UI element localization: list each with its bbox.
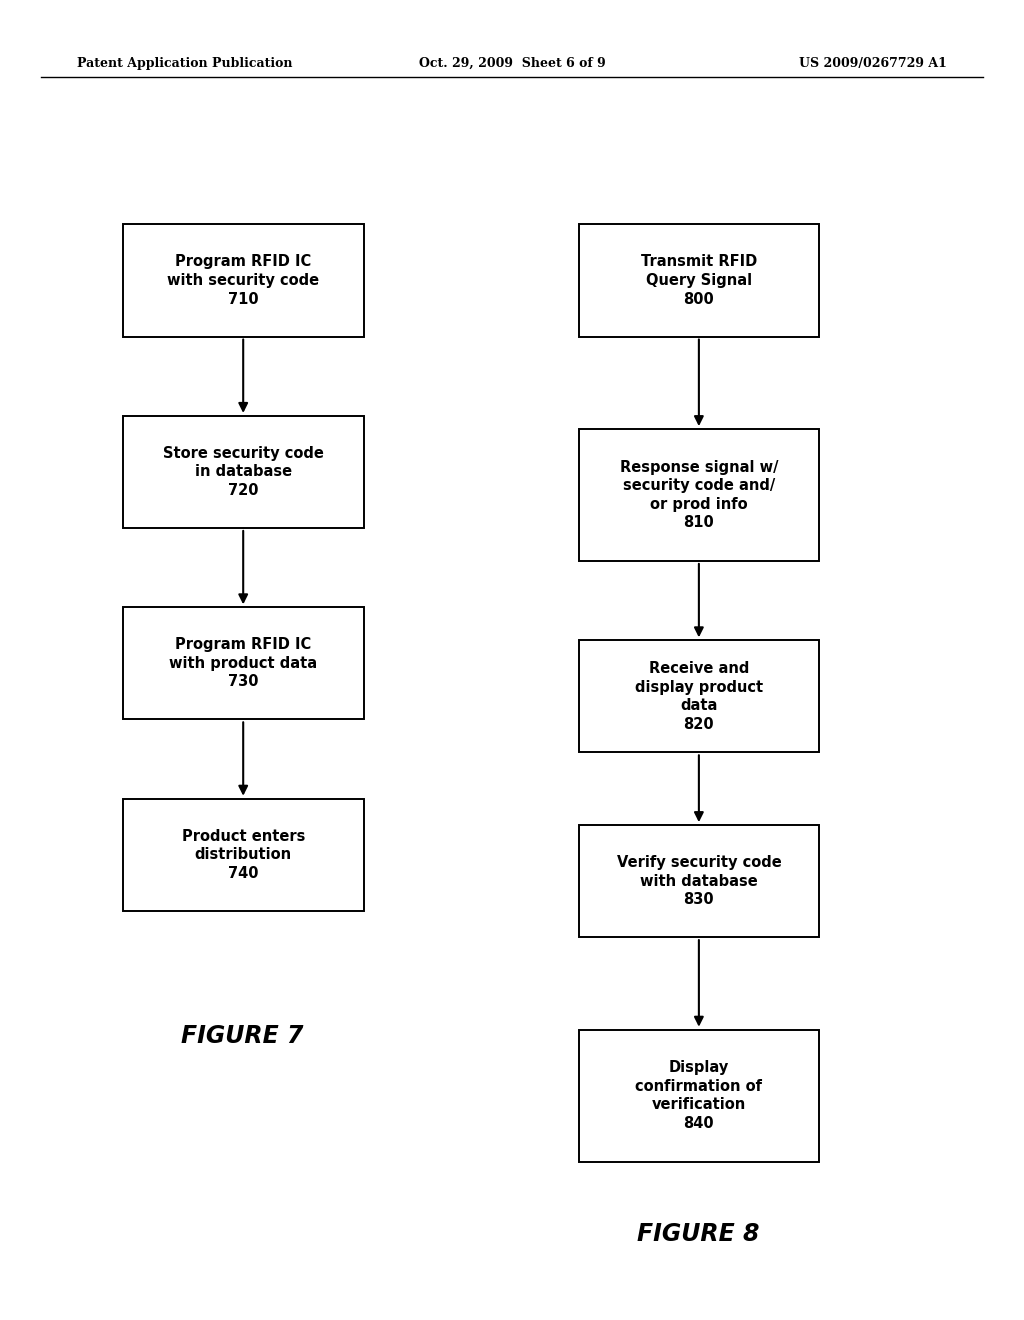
- Text: Program RFID IC
with security code
710: Program RFID IC with security code 710: [167, 255, 319, 306]
- Text: Oct. 29, 2009  Sheet 6 of 9: Oct. 29, 2009 Sheet 6 of 9: [419, 57, 605, 70]
- Text: Product enters
distribution
740: Product enters distribution 740: [181, 829, 305, 880]
- Text: Transmit RFID
Query Signal
800: Transmit RFID Query Signal 800: [641, 255, 757, 306]
- Bar: [123, 799, 364, 911]
- Text: Response signal w/
security code and/
or prod info
810: Response signal w/ security code and/ or…: [620, 459, 778, 531]
- Text: Verify security code
with database
830: Verify security code with database 830: [616, 855, 781, 907]
- Bar: [123, 607, 364, 719]
- Bar: [123, 416, 364, 528]
- Bar: [579, 429, 819, 561]
- Text: Patent Application Publication: Patent Application Publication: [77, 57, 292, 70]
- Bar: [579, 1030, 819, 1162]
- Bar: [579, 640, 819, 752]
- Text: Store security code
in database
720: Store security code in database 720: [163, 446, 324, 498]
- Bar: [579, 825, 819, 937]
- Text: US 2009/0267729 A1: US 2009/0267729 A1: [800, 57, 947, 70]
- Text: Program RFID IC
with product data
730: Program RFID IC with product data 730: [169, 638, 317, 689]
- Bar: [579, 224, 819, 337]
- Text: FIGURE 7: FIGURE 7: [181, 1024, 304, 1048]
- Text: Receive and
display product
data
820: Receive and display product data 820: [635, 661, 763, 731]
- Bar: [123, 224, 364, 337]
- Text: Display
confirmation of
verification
840: Display confirmation of verification 840: [635, 1060, 763, 1131]
- Text: FIGURE 8: FIGURE 8: [637, 1222, 760, 1246]
